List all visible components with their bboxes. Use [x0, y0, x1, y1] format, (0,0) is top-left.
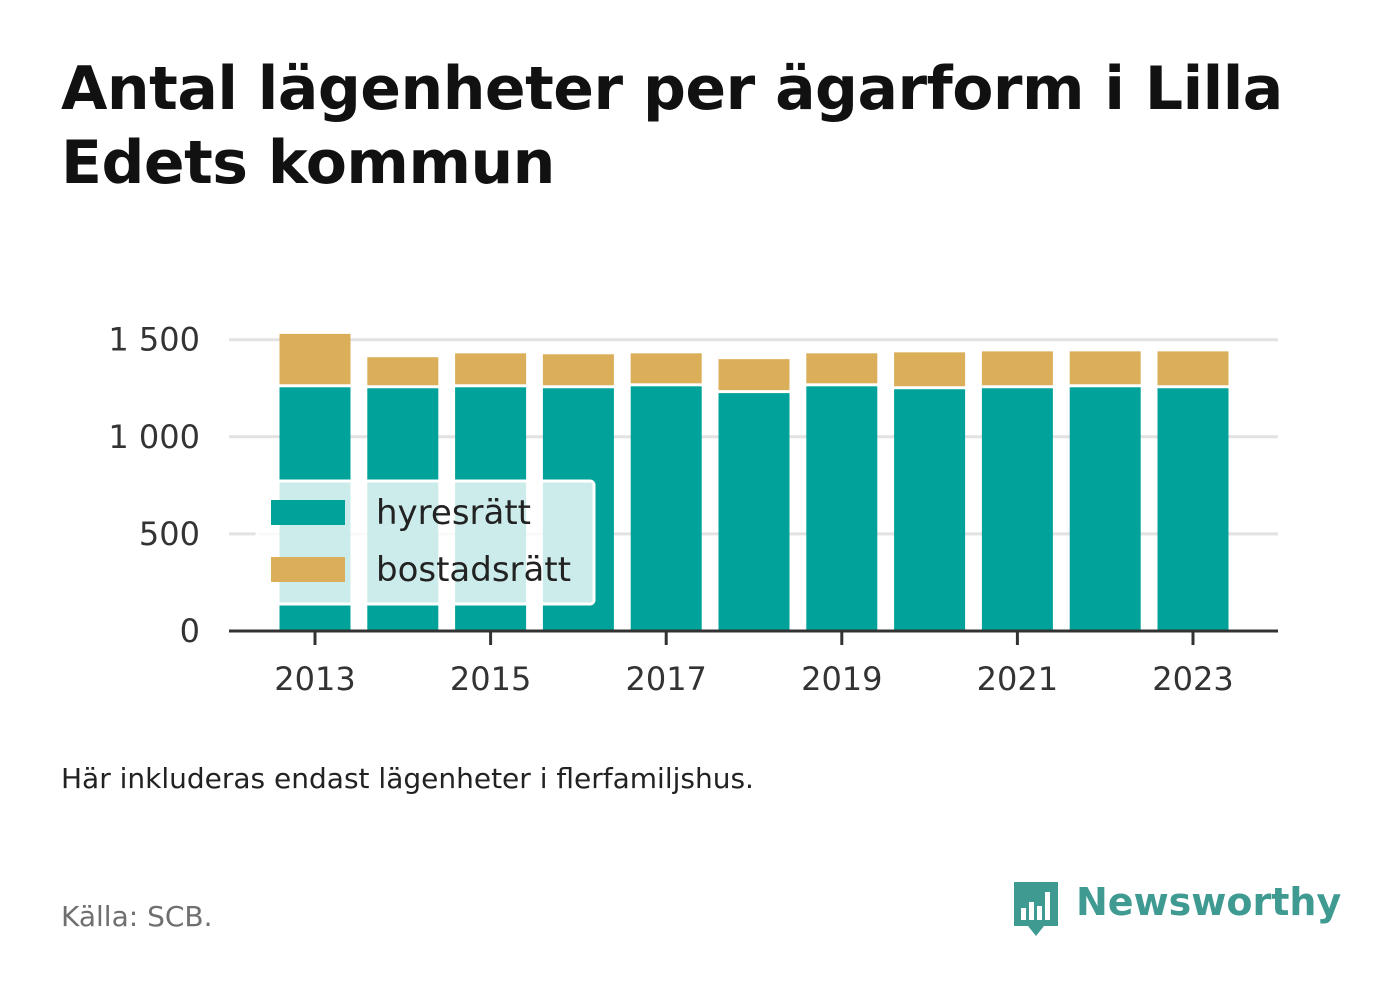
bar-bostadsrätt-2016 [542, 354, 614, 386]
y-tick-label: 500 [139, 515, 200, 553]
bar-bostadsrätt-2017 [630, 353, 702, 384]
legend-swatch-hyresrätt [271, 500, 345, 525]
x-tick-label: 2015 [450, 660, 531, 698]
source-text: Källa: SCB. [61, 900, 213, 933]
axes: 0 500 1 000 1 500 2013 2015 2017 2019 2021 2023 [108, 321, 1278, 698]
bar-bostadsrätt-2022 [1069, 351, 1141, 385]
legend-label-hyresrätt: hyresrätt [376, 493, 531, 533]
y-tick-label: 1 000 [108, 418, 200, 456]
bar-hyresrätt-2020 [894, 389, 966, 631]
stacked-bar-chart: 0 500 1 000 1 500 2013 2015 2017 2019 2021 2023 h… [108, 321, 1278, 698]
legend-swatch-bostadsrätt [271, 557, 345, 582]
y-tick-label: 0 [180, 612, 200, 650]
bar-chart-speech-bubble-icon [1014, 882, 1058, 936]
brand-logo: Newsworthy [1010, 878, 1341, 942]
bar-hyresrätt-2019 [806, 386, 878, 631]
bar-bostadsrätt-2014 [367, 357, 439, 386]
brand-name: Newsworthy [1076, 880, 1342, 924]
bar-bostadsrätt-2023 [1157, 351, 1229, 386]
bar-bostadsrätt-2019 [806, 353, 878, 384]
chart-note: Här inkluderas endast lägenheter i flerf… [61, 762, 754, 795]
x-tick-label: 2021 [977, 660, 1058, 698]
bar-hyresrätt-2018 [718, 393, 790, 631]
bar-hyresrätt-2017 [630, 386, 702, 631]
bar-hyresrätt-2021 [981, 388, 1053, 631]
x-tick-label: 2013 [274, 660, 355, 698]
bar-bostadsrätt-2013 [279, 333, 351, 385]
y-tick-label: 1 500 [108, 321, 200, 359]
x-tick-label: 2023 [1152, 660, 1233, 698]
bar-hyresrätt-2022 [1069, 387, 1141, 631]
bar-bostadsrätt-2015 [455, 353, 527, 385]
bar-bostadsrätt-2018 [718, 359, 790, 391]
x-tick-label: 2017 [625, 660, 706, 698]
bar-hyresrätt-2023 [1157, 388, 1229, 631]
bar-bostadsrätt-2020 [894, 352, 966, 387]
chart-title: Antal lägenheter per ägarform i Lilla Ed… [61, 54, 1283, 198]
legend-label-bostadsrätt: bostadsrätt [376, 550, 571, 590]
legend: hyresrätt bostadsrätt [255, 479, 596, 606]
bar-bostadsrätt-2021 [981, 351, 1053, 386]
x-tick-label: 2019 [801, 660, 882, 698]
